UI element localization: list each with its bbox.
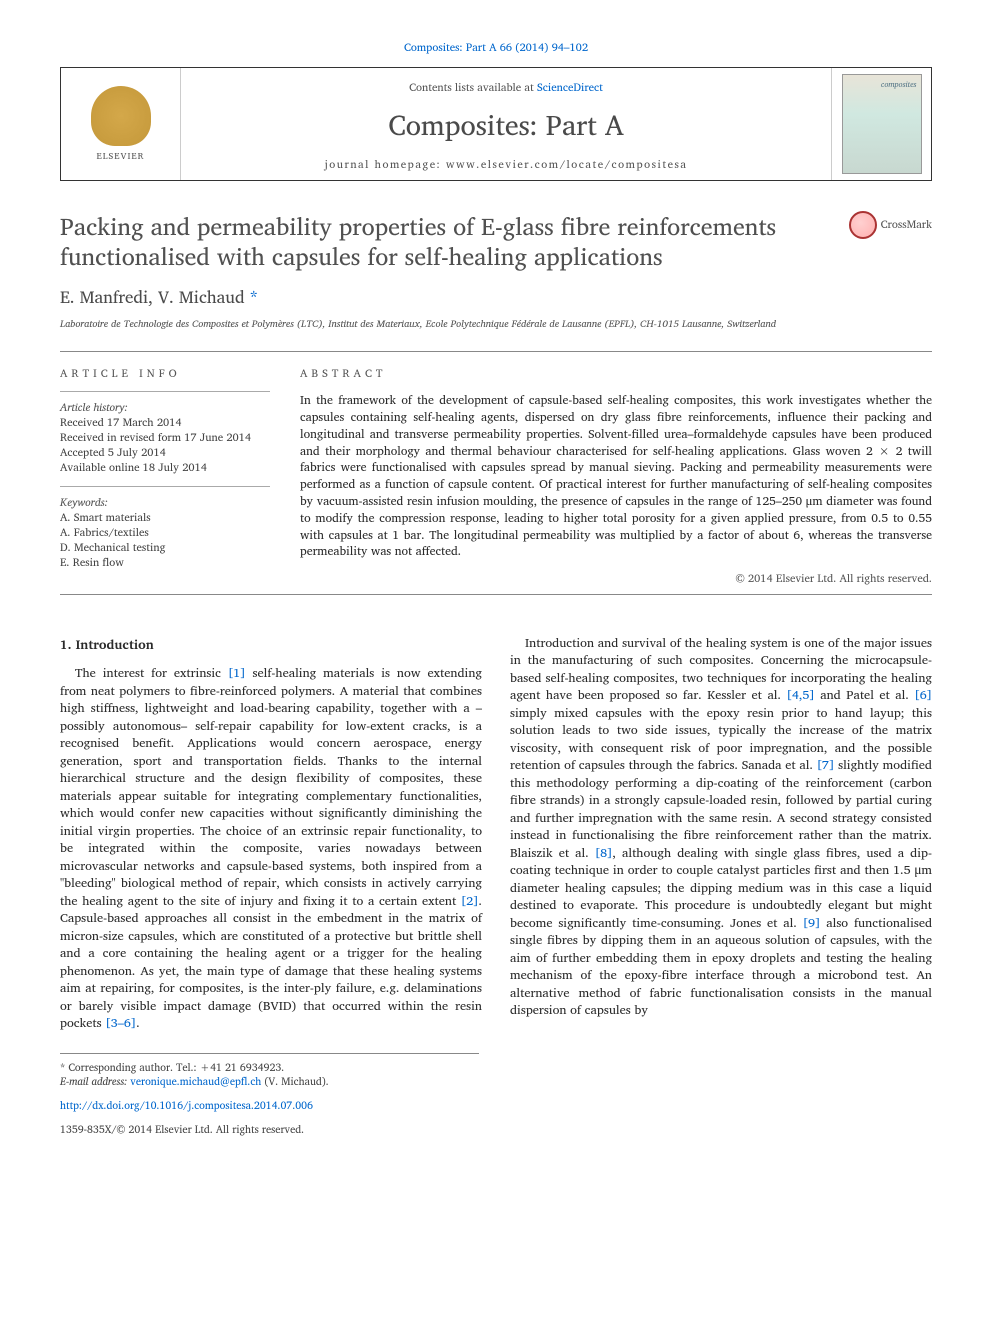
article-info-heading: article info <box>60 366 270 381</box>
title-row: Packing and permeability properties of E… <box>60 211 932 271</box>
abstract-heading: abstract <box>300 366 932 381</box>
homepage-prefix: journal homepage: <box>325 155 446 173</box>
body-paragraph: The interest for extrinsic [1] self-heal… <box>60 665 482 1033</box>
author-email-link[interactable]: veronique.michaud@epfl.ch <box>130 1072 261 1090</box>
body-two-column: 1. Introduction The interest for extrins… <box>60 635 932 1033</box>
publisher-logo-cell: ELSEVIER <box>61 68 181 180</box>
corresponding-author-mark[interactable]: * <box>250 284 259 311</box>
issn-copyright-line: 1359-835X/© 2014 Elsevier Ltd. All right… <box>60 1122 932 1136</box>
paper-title: Packing and permeability properties of E… <box>60 211 849 271</box>
article-info-column: article info Article history: Received 1… <box>60 366 270 586</box>
doi-link[interactable]: http://dx.doi.org/10.1016/j.compositesa.… <box>60 1096 313 1114</box>
section-divider <box>60 351 932 352</box>
homepage-url[interactable]: www.elsevier.com/locate/compositesa <box>446 155 688 173</box>
header-center: Contents lists available at ScienceDirec… <box>181 68 831 180</box>
crossmark-label: CrossMark <box>881 217 932 232</box>
email-suffix: (V. Michaud). <box>261 1072 328 1090</box>
authors-line: E. Manfredi, V. Michaud * <box>60 287 932 310</box>
email-line: E-mail address: veronique.michaud@epfl.c… <box>60 1074 479 1088</box>
body-paragraph: Introduction and survival of the healing… <box>510 635 932 1020</box>
section-heading-intro: 1. Introduction <box>60 635 482 653</box>
journal-citation-link[interactable]: Composites: Part A 66 (2014) 94–102 <box>60 40 932 55</box>
contents-prefix: Contents lists available at <box>409 78 537 96</box>
elsevier-label: ELSEVIER <box>96 150 144 162</box>
email-label: E-mail address: <box>60 1072 130 1090</box>
doi-line: http://dx.doi.org/10.1016/j.compositesa.… <box>60 1098 932 1112</box>
homepage-line: journal homepage: www.elsevier.com/locat… <box>191 157 821 172</box>
sciencedirect-link[interactable]: ScienceDirect <box>537 78 603 96</box>
authors-names: E. Manfredi, V. Michaud <box>60 284 245 311</box>
online-date: Available online 18 July 2014 <box>60 460 270 475</box>
section-divider <box>60 594 932 595</box>
journal-cover-thumbnail[interactable]: composites <box>842 74 922 174</box>
citation-link[interactable]: [3–6] <box>105 1013 136 1033</box>
footnote-block: * Corresponding author. Tel.: +41 21 693… <box>60 1053 479 1088</box>
abstract-copyright: © 2014 Elsevier Ltd. All rights reserved… <box>300 571 932 586</box>
body-text: self-healing materials is now extending … <box>60 663 482 911</box>
thin-divider <box>60 391 270 392</box>
body-text: . <box>136 1013 140 1033</box>
keywords-block: Keywords: A. Smart materials A. Fabrics/… <box>60 495 270 569</box>
elsevier-logo[interactable]: ELSEVIER <box>81 79 161 169</box>
crossmark-icon <box>849 211 877 239</box>
journal-name: Composites: Part A <box>191 107 821 145</box>
meta-abstract-row: article info Article history: Received 1… <box>60 366 932 586</box>
keyword-item: E. Resin flow <box>60 555 270 570</box>
abstract-column: abstract In the framework of the develop… <box>300 366 932 586</box>
abstract-text: In the framework of the development of c… <box>300 393 932 561</box>
article-history-block: Article history: Received 17 March 2014 … <box>60 400 270 474</box>
thin-divider <box>60 486 270 487</box>
affiliation: Laboratoire de Technologie des Composite… <box>60 318 932 332</box>
contents-line: Contents lists available at ScienceDirec… <box>191 80 821 95</box>
crossmark-badge[interactable]: CrossMark <box>849 211 932 239</box>
elsevier-tree-icon <box>91 86 151 146</box>
journal-cover-cell: composites <box>831 68 931 180</box>
journal-header: ELSEVIER Contents lists available at Sci… <box>60 67 932 181</box>
